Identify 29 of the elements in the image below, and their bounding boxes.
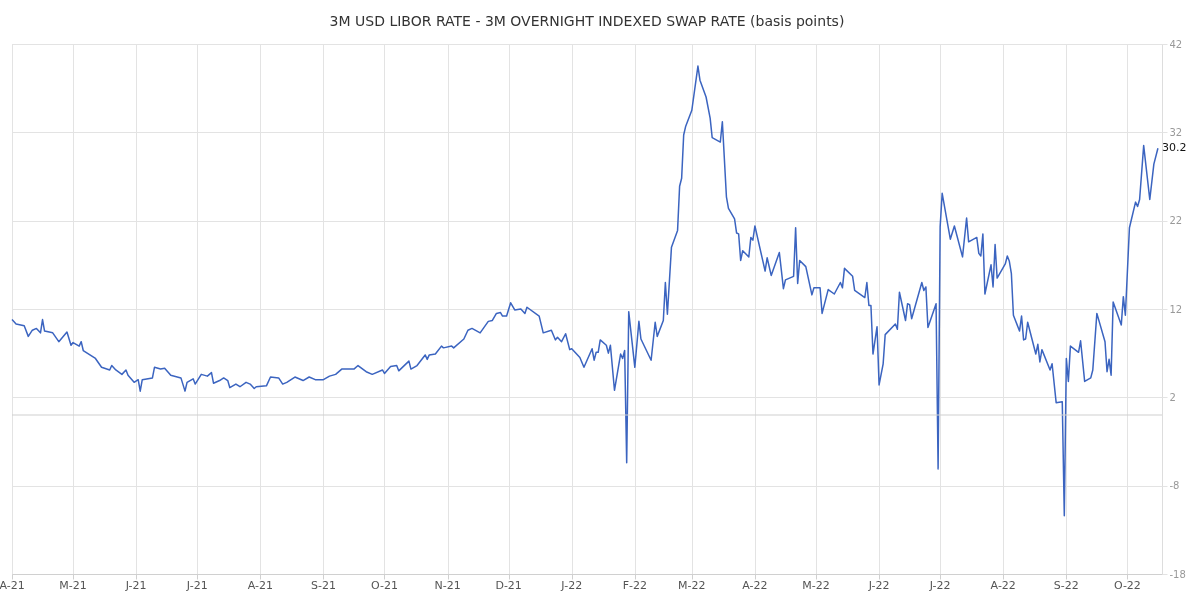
x-tick-label: N-21 [434,579,461,592]
x-tick-label: J-22 [867,579,890,592]
y-tick-label: -8 [1169,480,1180,492]
x-tick-label: A-22 [742,579,768,592]
y-tick-label: 2 [1169,391,1176,403]
x-tick-label: J-21 [124,579,147,592]
y-tick-label: 42 [1169,38,1183,50]
x-tick-label: J-22 [560,579,583,592]
x-tick-label: O-21 [371,579,398,592]
y-tick-label: 32 [1169,126,1183,138]
y-tick-label: -18 [1169,568,1186,580]
x-tick-label: J-22 [928,579,951,592]
x-tick-label: A-22 [990,579,1016,592]
x-tick-label: M-21 [59,579,87,592]
x-tick-label: D-21 [495,579,522,592]
x-tick-label: M-22 [678,579,706,592]
x-tick-label: S-21 [310,579,336,592]
x-tick-label: S-22 [1053,579,1079,592]
x-tick-label: J-21 [185,579,208,592]
x-tick-label: A-21 [247,579,273,592]
text: 30.2 [1161,141,1187,155]
chart-title: 3M USD LIBOR RATE - 3M OVERNIGHT INDEXED SWAP RATE (basis points) [329,13,845,29]
y-tick-label: 12 [1169,303,1183,315]
x-tick-label: A-21 [0,579,25,592]
x-tick-label: M-22 [802,579,830,592]
y-tick-label: 22 [1169,215,1183,227]
x-tick-label: F-22 [622,579,647,592]
line-series [11,65,1159,517]
x-tick-label: O-22 [1113,579,1141,592]
